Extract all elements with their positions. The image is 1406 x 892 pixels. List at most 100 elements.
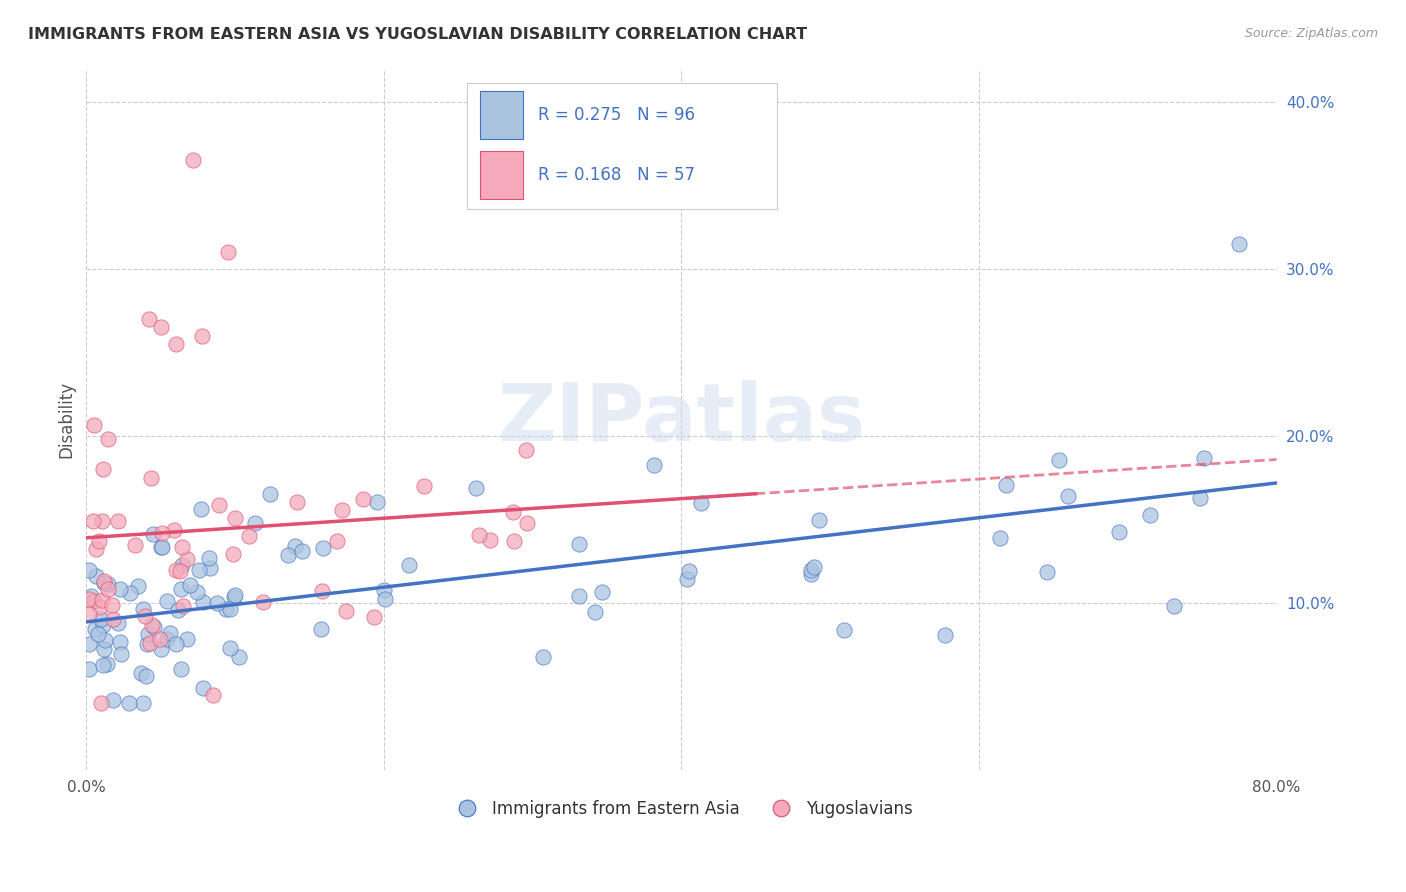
Point (988, 532, 1011, 546)
Point (531, 650, 554, 665)
Point (150, 541, 173, 555)
Point (172, 599, 194, 613)
Point (217, 245, 239, 260)
Point (567, 536, 589, 550)
Point (82, 514, 104, 528)
Point (163, 523, 186, 537)
Point (97, 432, 120, 446)
Point (1047, 453, 1070, 467)
Point (86, 569, 108, 583)
Point (96, 657, 118, 671)
Point (1192, 450, 1215, 465)
Point (366, 495, 388, 509)
Point (124, 538, 146, 552)
Point (219, 601, 242, 615)
Point (311, 583, 333, 598)
Point (215, 601, 238, 615)
Point (90, 514, 112, 528)
Point (77, 563, 100, 577)
Point (205, 595, 228, 609)
Point (150, 540, 173, 554)
Point (136, 627, 159, 641)
Point (97, 582, 120, 596)
Point (284, 539, 307, 553)
Point (84, 622, 107, 636)
Point (117, 696, 139, 710)
Point (252, 595, 274, 609)
Point (183, 153, 205, 168)
Point (135, 637, 157, 651)
Point (110, 647, 132, 661)
Point (238, 529, 260, 543)
Point (77, 637, 100, 651)
Point (90, 696, 112, 710)
Point (186, 585, 208, 599)
Point (352, 491, 374, 506)
Point (373, 583, 395, 598)
Point (1227, 236, 1250, 251)
Point (89, 599, 111, 614)
Point (516, 516, 538, 530)
Point (108, 582, 131, 596)
Point (224, 590, 246, 604)
Point (330, 502, 353, 516)
Point (277, 548, 299, 562)
Point (479, 533, 502, 547)
Point (131, 696, 153, 710)
Point (170, 540, 193, 554)
Point (83, 417, 105, 432)
Point (676, 572, 699, 586)
Point (198, 560, 221, 574)
Point (139, 636, 162, 650)
Point (807, 513, 830, 527)
Point (398, 558, 420, 573)
Point (165, 563, 187, 577)
Point (1188, 491, 1211, 506)
Text: Source: ZipAtlas.com: Source: ZipAtlas.com (1244, 27, 1378, 40)
Point (191, 681, 214, 695)
Point (502, 534, 524, 549)
Point (167, 603, 190, 617)
Point (101, 693, 124, 707)
Point (243, 516, 266, 530)
Point (156, 594, 179, 608)
Point (325, 533, 347, 548)
Point (201, 688, 224, 702)
Text: ZIPatlas: ZIPatlas (498, 380, 866, 458)
Point (363, 609, 385, 624)
Point (224, 511, 246, 525)
Point (583, 605, 606, 619)
Point (89, 533, 111, 548)
Point (165, 337, 187, 351)
Point (994, 477, 1017, 491)
Point (832, 623, 855, 637)
Point (374, 591, 396, 606)
Point (93, 576, 115, 591)
Point (218, 641, 240, 656)
Point (1139, 508, 1161, 522)
Point (465, 482, 488, 496)
Point (134, 608, 156, 623)
Point (149, 320, 172, 334)
Point (800, 567, 823, 582)
Point (77, 662, 100, 676)
Point (224, 588, 246, 602)
Point (502, 505, 524, 519)
Point (1163, 599, 1185, 613)
Point (1036, 566, 1059, 580)
Point (188, 563, 211, 577)
Point (228, 650, 250, 665)
Point (149, 632, 172, 646)
Point (107, 514, 129, 528)
Point (643, 458, 665, 472)
Point (77, 591, 100, 606)
Point (191, 328, 214, 343)
Point (291, 543, 314, 558)
Point (467, 528, 489, 542)
Point (179, 578, 201, 592)
Point (690, 496, 713, 510)
Point (141, 471, 163, 485)
Point (97, 577, 120, 591)
Point (191, 594, 214, 608)
Point (170, 558, 193, 573)
